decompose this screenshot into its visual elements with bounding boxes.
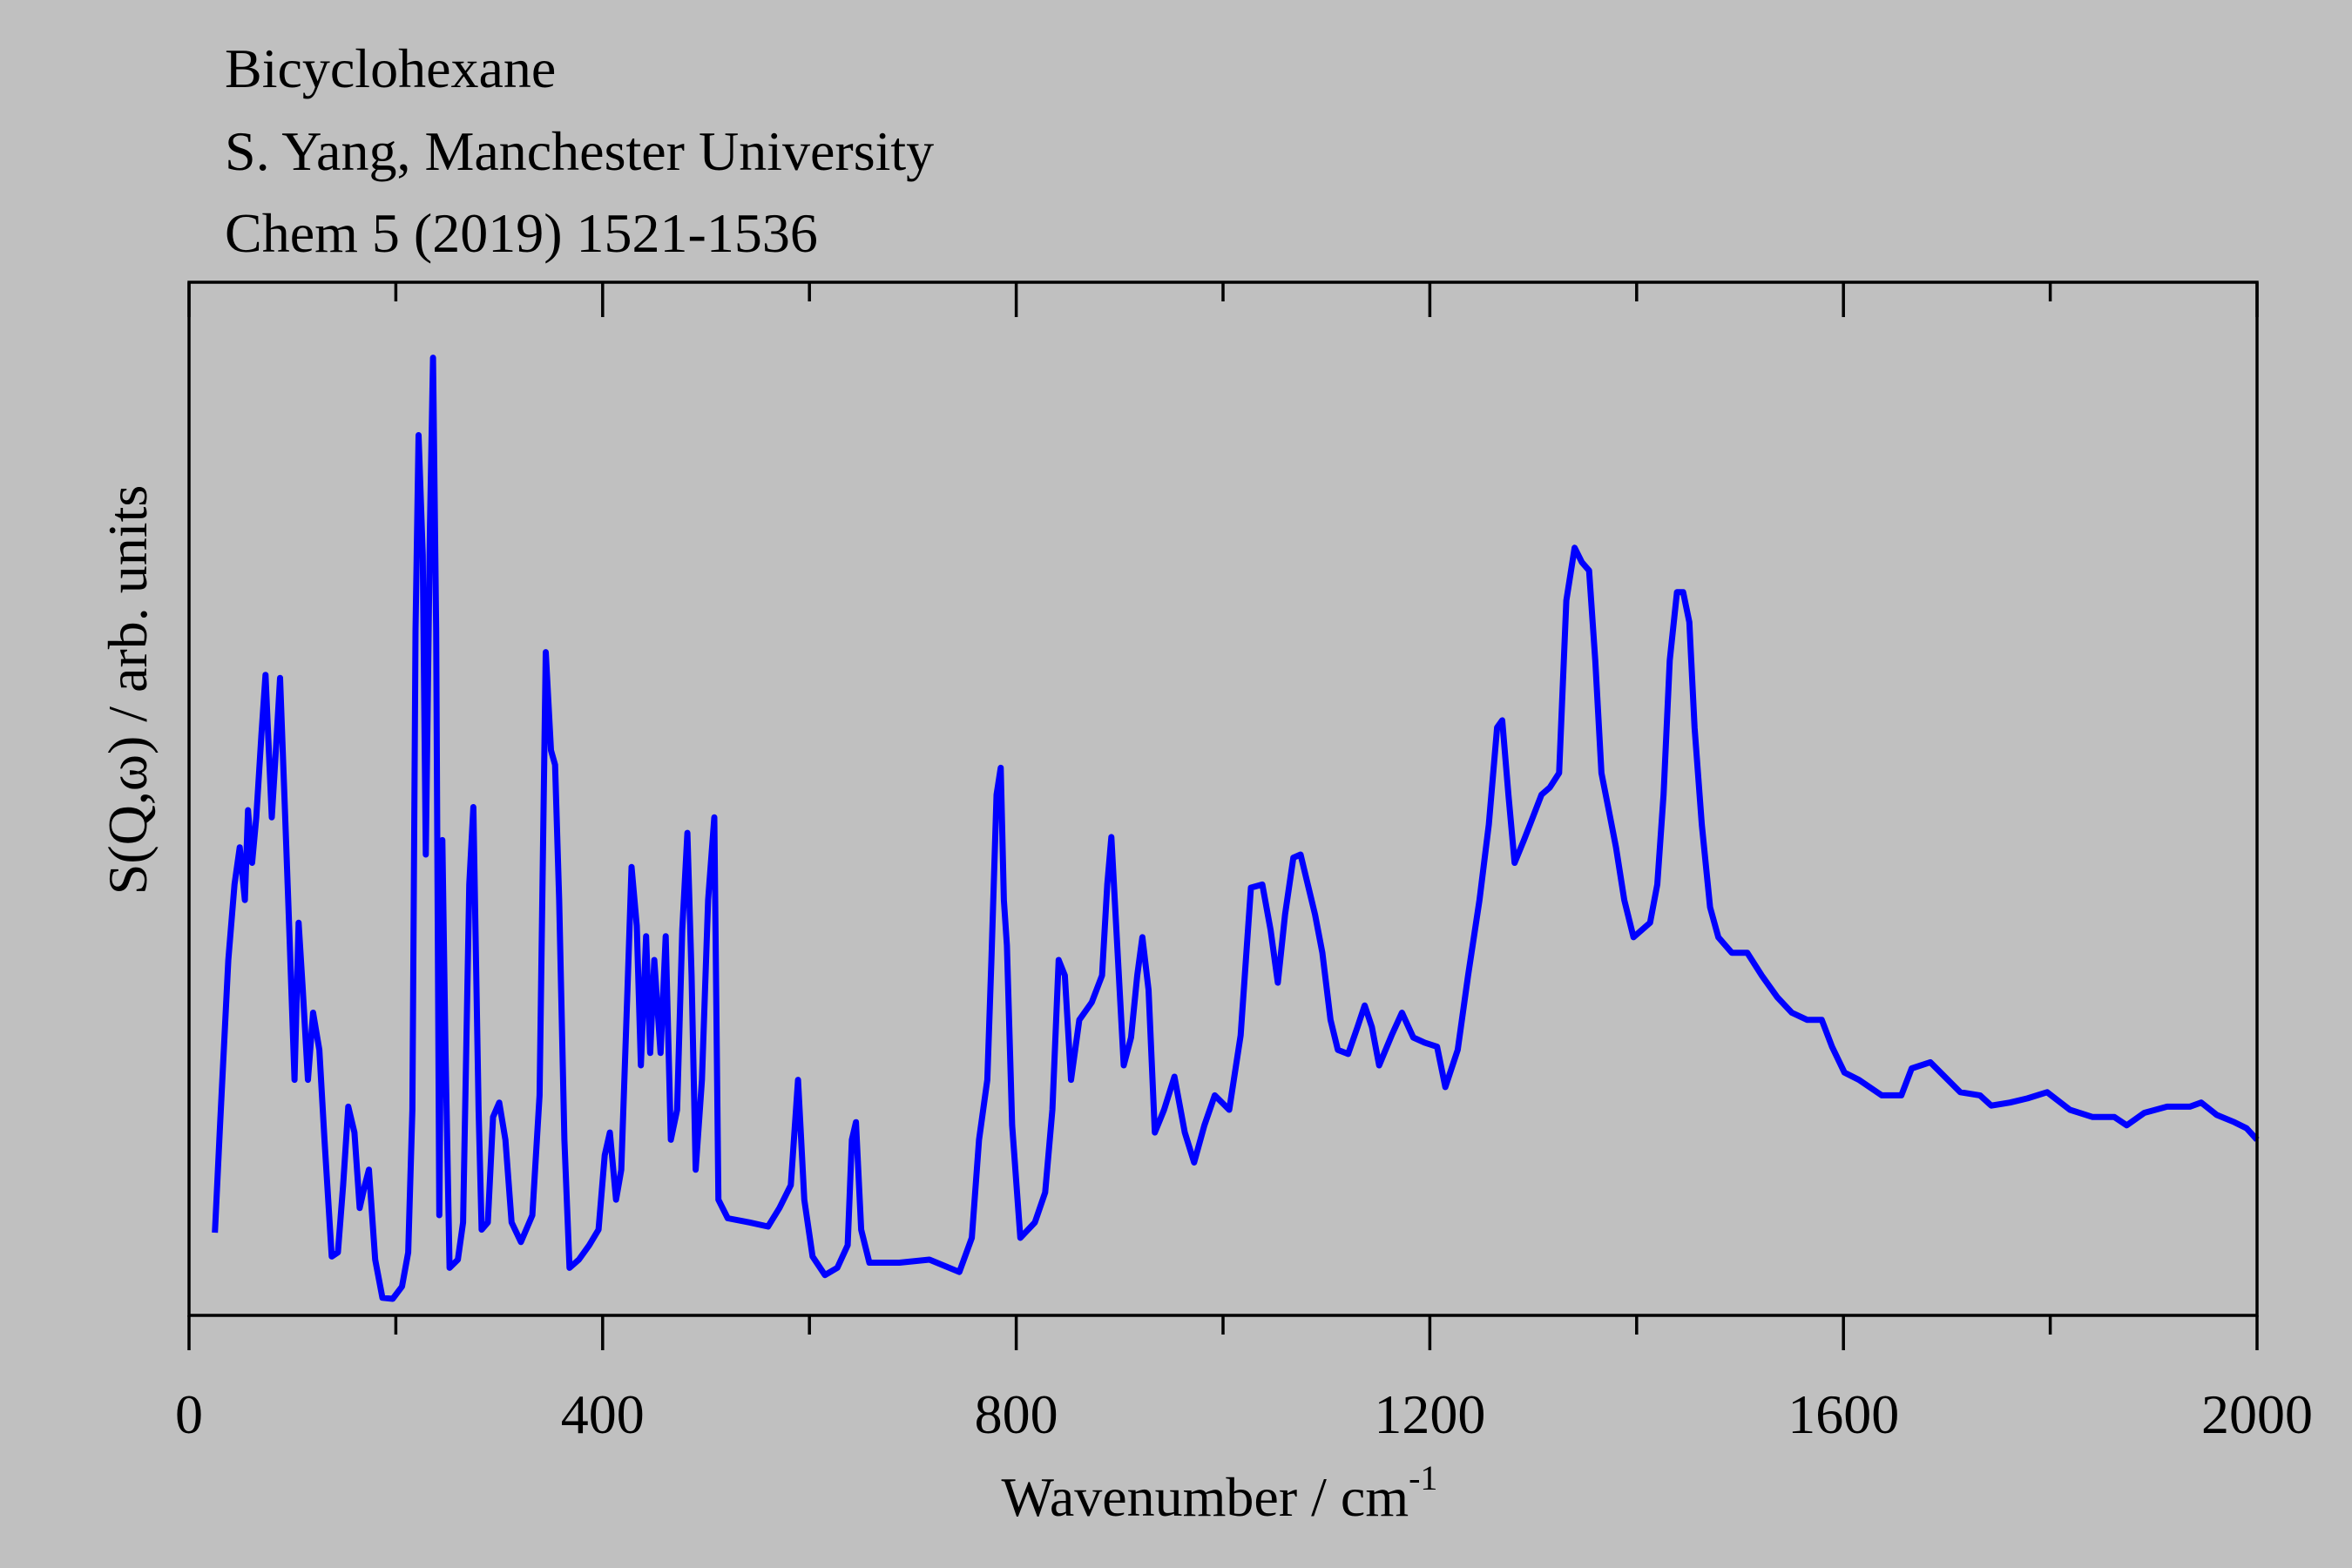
subtitle: S. Yang, Manchester University [225, 120, 934, 182]
x-tick-label: 2000 [2201, 1383, 2313, 1445]
y-axis-label: S(Q,ω) / arb. units [97, 485, 159, 896]
chart-title: Bicyclohexane [225, 37, 556, 99]
x-tick-label: 800 [975, 1383, 1058, 1445]
subtitle: Chem 5 (2019) 1521-1536 [225, 202, 818, 264]
spectrum-line [212, 355, 2260, 1302]
x-axis-label: Wavenumber / cm-1 [1002, 1458, 1438, 1528]
x-tick-label: 400 [561, 1383, 645, 1445]
x-tick-label: 1200 [1374, 1383, 1485, 1445]
x-axis-label-text: Wavenumber / cm [1002, 1466, 1409, 1528]
x-axis-label-superscript: -1 [1409, 1458, 1437, 1497]
x-tick-label: 0 [175, 1383, 203, 1445]
x-tick-label: 1600 [1788, 1383, 1899, 1445]
